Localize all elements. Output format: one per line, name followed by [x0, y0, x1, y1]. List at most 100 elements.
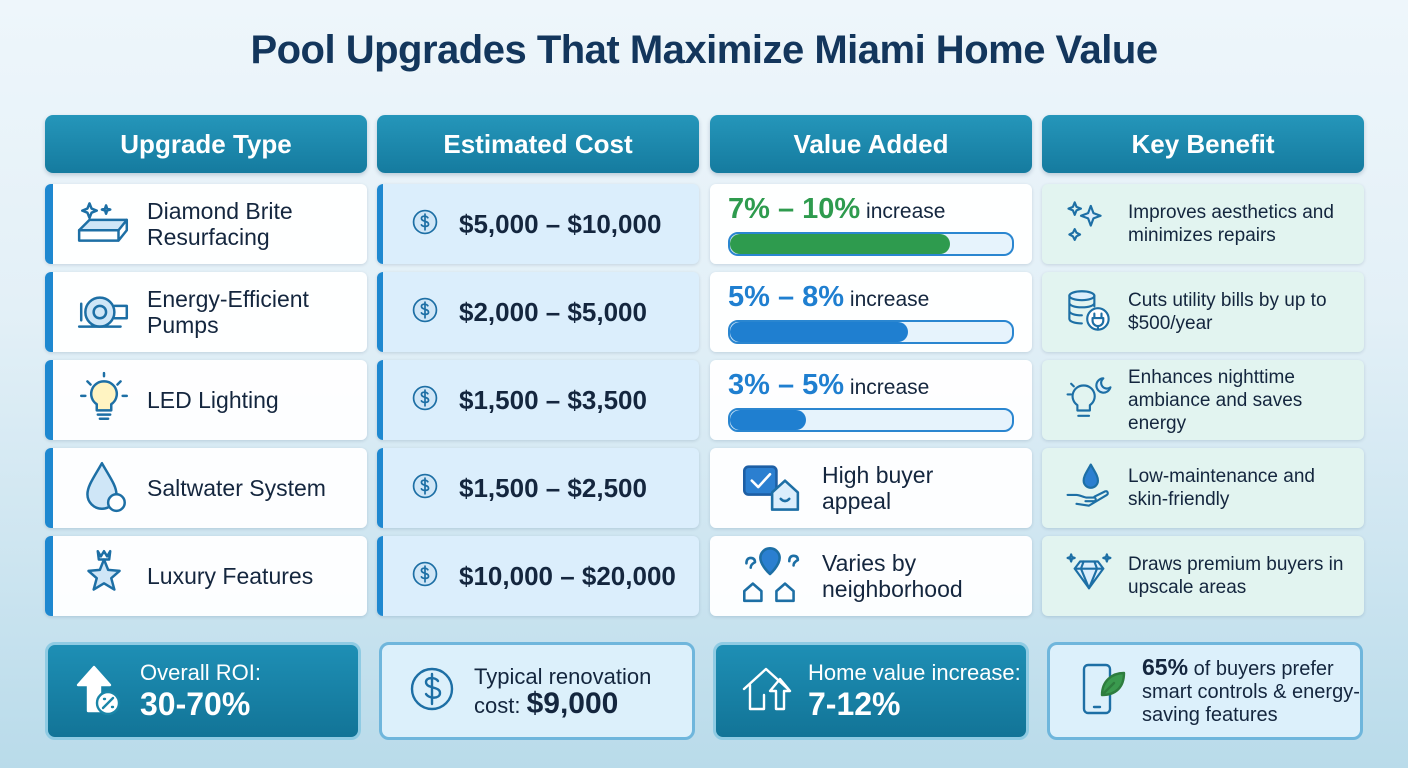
upgrade-type: Energy-Efficient Pumps: [147, 286, 309, 338]
icon-graphic: [79, 371, 129, 420]
estimated-cost: $5,000 – $10,000: [459, 208, 662, 239]
summary-label: of buyers prefer smart controls & energy…: [1142, 657, 1360, 726]
value-text: 7% – 10% increase: [728, 193, 1014, 226]
value-text: 3% – 5% increase: [728, 369, 1014, 402]
icon: [70, 661, 126, 722]
value-added: 3% – 5% increase: [728, 369, 1014, 432]
table-cell: Diamond Brite Resurfacing: [45, 184, 367, 264]
estimated-cost: $10,000 – $20,000: [459, 560, 676, 591]
table-cell: 7% – 10% increase: [710, 184, 1032, 264]
icon: [1064, 285, 1114, 340]
value-range: 7% – 10%: [728, 192, 861, 225]
column-header: Estimated Cost: [377, 115, 699, 173]
icon: [75, 545, 133, 608]
table-cell: Enhances nighttime ambiance and saves en…: [1042, 360, 1364, 440]
table-cell: Energy-Efficient Pumps: [45, 272, 367, 352]
icon-graphic: [77, 201, 129, 242]
table-cell: LED Lighting: [45, 360, 367, 440]
value-added: 7% – 10% increase: [728, 193, 1014, 256]
upgrade-type: Diamond Brite Resurfacing: [147, 198, 293, 250]
key-benefit: Low-maintenance and skin-friendly: [1128, 466, 1315, 510]
summary-text: Home value increase: 7-12%: [808, 659, 1021, 723]
upgrade-type: Luxury Features: [147, 563, 314, 589]
column-header: Key Benefit: [1042, 115, 1364, 173]
icon: [405, 466, 445, 511]
value-suffix: increase: [866, 199, 946, 223]
table-cell: $1,500 – $2,500: [377, 448, 699, 528]
column-header: Upgrade Type: [45, 115, 367, 173]
progress-track: [728, 407, 1014, 432]
icon: [1064, 549, 1114, 604]
icon-graphic: [1082, 663, 1126, 714]
icon-graphic: [742, 667, 792, 710]
summary-label: Typical renovation cost: $9,000: [474, 663, 694, 719]
icon-graphic: [76, 665, 121, 715]
summary-value: 30-70%: [140, 686, 251, 722]
table-cell: $1,500 – $3,500: [377, 360, 699, 440]
progress-track: [728, 231, 1014, 256]
table-cell: Cuts utility bills by up to $500/year: [1042, 272, 1364, 352]
value-added: 5% – 8% increase: [728, 281, 1014, 344]
icon-graphic: [1068, 289, 1110, 331]
summary-card: Typical renovation cost: $9,000: [379, 642, 695, 740]
icon-graphic: [412, 561, 438, 586]
icon-graphic: [1066, 376, 1112, 417]
table-cell: 3% – 5% increase: [710, 360, 1032, 440]
key-benefit: Improves aesthetics and minimizes repair…: [1128, 202, 1334, 246]
icon: [405, 290, 445, 335]
summary-card: 65% of buyers prefer smart controls & en…: [1047, 642, 1363, 740]
icon-graphic: [412, 209, 438, 234]
icon-graphic: [743, 464, 800, 511]
icon-graphic: [743, 546, 800, 602]
table-cell: Varies by neighborhood: [710, 536, 1032, 616]
table-cell: High buyer appeal: [710, 448, 1032, 528]
icon: [732, 456, 808, 521]
summary-label: Overall ROI:: [140, 660, 262, 685]
value-added: High buyer appeal: [822, 462, 934, 514]
progress-fill: [730, 321, 908, 342]
column-header: Value Added: [710, 115, 1032, 173]
icon-graphic: [1066, 552, 1112, 589]
icon: [1072, 661, 1128, 722]
icon: [732, 544, 808, 609]
table-cell: 5% – 8% increase: [710, 272, 1032, 352]
progress-fill: [730, 233, 950, 254]
table-cell: Draws premium buyers in upscale areas: [1042, 536, 1364, 616]
value-range: 5% – 8%: [728, 280, 845, 313]
summary-value: 65%: [1142, 653, 1189, 680]
icon: [75, 369, 133, 432]
estimated-cost: $1,500 – $3,500: [459, 384, 647, 415]
table-cell: Luxury Features: [45, 536, 367, 616]
estimated-cost: $1,500 – $2,500: [459, 472, 647, 503]
key-benefit: Cuts utility bills by up to $500/year: [1128, 290, 1327, 334]
upgrade-type: LED Lighting: [147, 387, 279, 413]
summary-card: Overall ROI: 30-70%: [45, 642, 361, 740]
icon: [405, 554, 445, 599]
table-cell: Improves aesthetics and minimizes repair…: [1042, 184, 1364, 264]
progress-fill: [730, 409, 807, 430]
icon: [75, 457, 133, 520]
estimated-cost: $2,000 – $5,000: [459, 296, 647, 327]
summary-label: Typical renovation cost:: [474, 664, 652, 718]
summary-label: Home value increase:: [808, 660, 1021, 685]
summary-card: Home value increase: 7-12%: [713, 642, 1029, 740]
icon-graphic: [412, 473, 438, 498]
value-range: 3% – 5%: [728, 368, 845, 401]
icon-graphic: [77, 295, 129, 328]
table-cell: $5,000 – $10,000: [377, 184, 699, 264]
icon: [404, 661, 460, 722]
icon-graphic: [1066, 463, 1109, 507]
table-cell: $2,000 – $5,000: [377, 272, 699, 352]
upgrade-type: Saltwater System: [147, 475, 326, 501]
summary-value: $9,000: [526, 687, 619, 720]
icon-graphic: [410, 667, 454, 710]
summary-text: 65% of buyers prefer smart controls & en…: [1142, 653, 1360, 727]
summary-text: Typical renovation cost: $9,000: [474, 663, 694, 719]
table-cell: Low-maintenance and skin-friendly: [1042, 448, 1364, 528]
value-text: 5% – 8% increase: [728, 281, 1014, 314]
value-added: Varies by neighborhood: [822, 550, 963, 602]
icon-graphic: [1067, 200, 1102, 241]
icon-graphic: [412, 385, 438, 410]
summary-value: 7-12%: [808, 686, 901, 722]
